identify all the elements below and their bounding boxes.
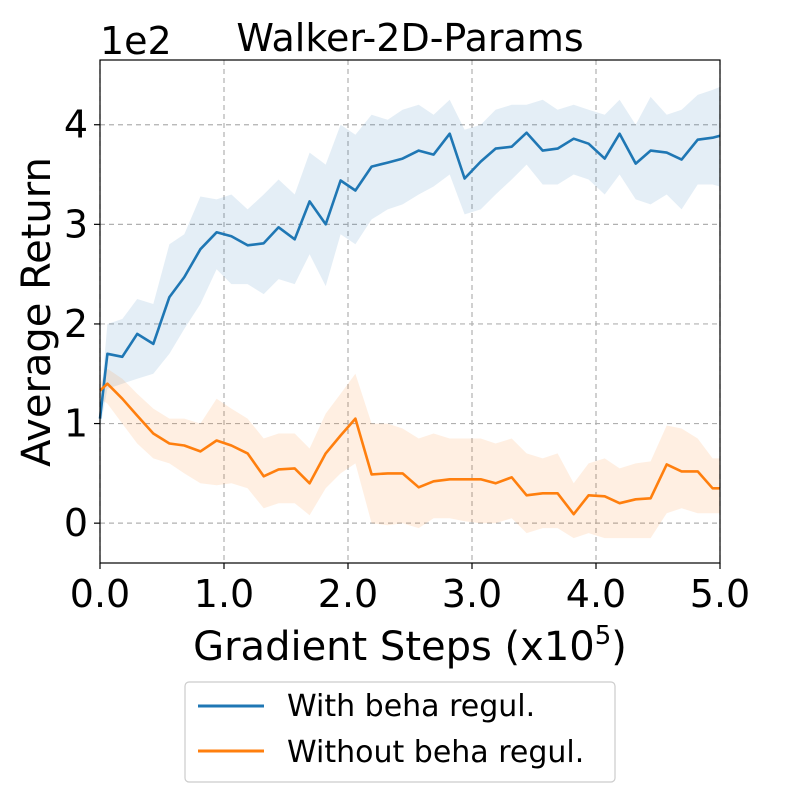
band-series-0 (100, 86, 720, 429)
x-tick-label: 2.0 (318, 572, 378, 616)
x-tick-label: 5.0 (690, 572, 750, 616)
y-tick-label: 4 (64, 103, 88, 147)
series-lines (98, 131, 721, 516)
plot-frame (99, 59, 721, 564)
y-axis-label: Average Return (14, 157, 60, 467)
x-tick-label: 1.0 (194, 572, 254, 616)
x-tick-label: 4.0 (566, 572, 626, 616)
y-tick-label: 0 (64, 501, 88, 545)
line-series-0 (98, 131, 721, 419)
ticks: 0.0 1.0 2.0 3.0 4.0 5.0 0 1 2 3 4 (64, 103, 750, 616)
x-axis-label-suffix: ) (611, 624, 627, 670)
chart-title: Walker-2D-Params (236, 16, 583, 60)
legend-label-with-beha: With beha regul. (287, 689, 535, 724)
y-tick-label: 3 (64, 202, 88, 246)
y-tick-label: 1 (64, 402, 88, 446)
x-tick-label: 3.0 (442, 572, 502, 616)
y-offset-label: 1e2 (100, 19, 172, 63)
x-axis-label: Gradient Steps (x105) (193, 621, 627, 670)
x-axis-label-prefix: Gradient Steps (x10 (193, 624, 595, 670)
legend: With beha regul. Without beha regul. (184, 681, 616, 783)
x-tick-label: 0.0 (70, 572, 130, 616)
line-series-1 (99, 382, 720, 516)
y-tick-label: 2 (64, 302, 88, 346)
confidence-bands (100, 86, 720, 539)
legend-box (184, 681, 616, 783)
band-series-1 (100, 368, 720, 539)
x-axis-label-exponent: 5 (595, 621, 612, 651)
legend-label-without-beha: Without beha regul. (287, 735, 584, 770)
